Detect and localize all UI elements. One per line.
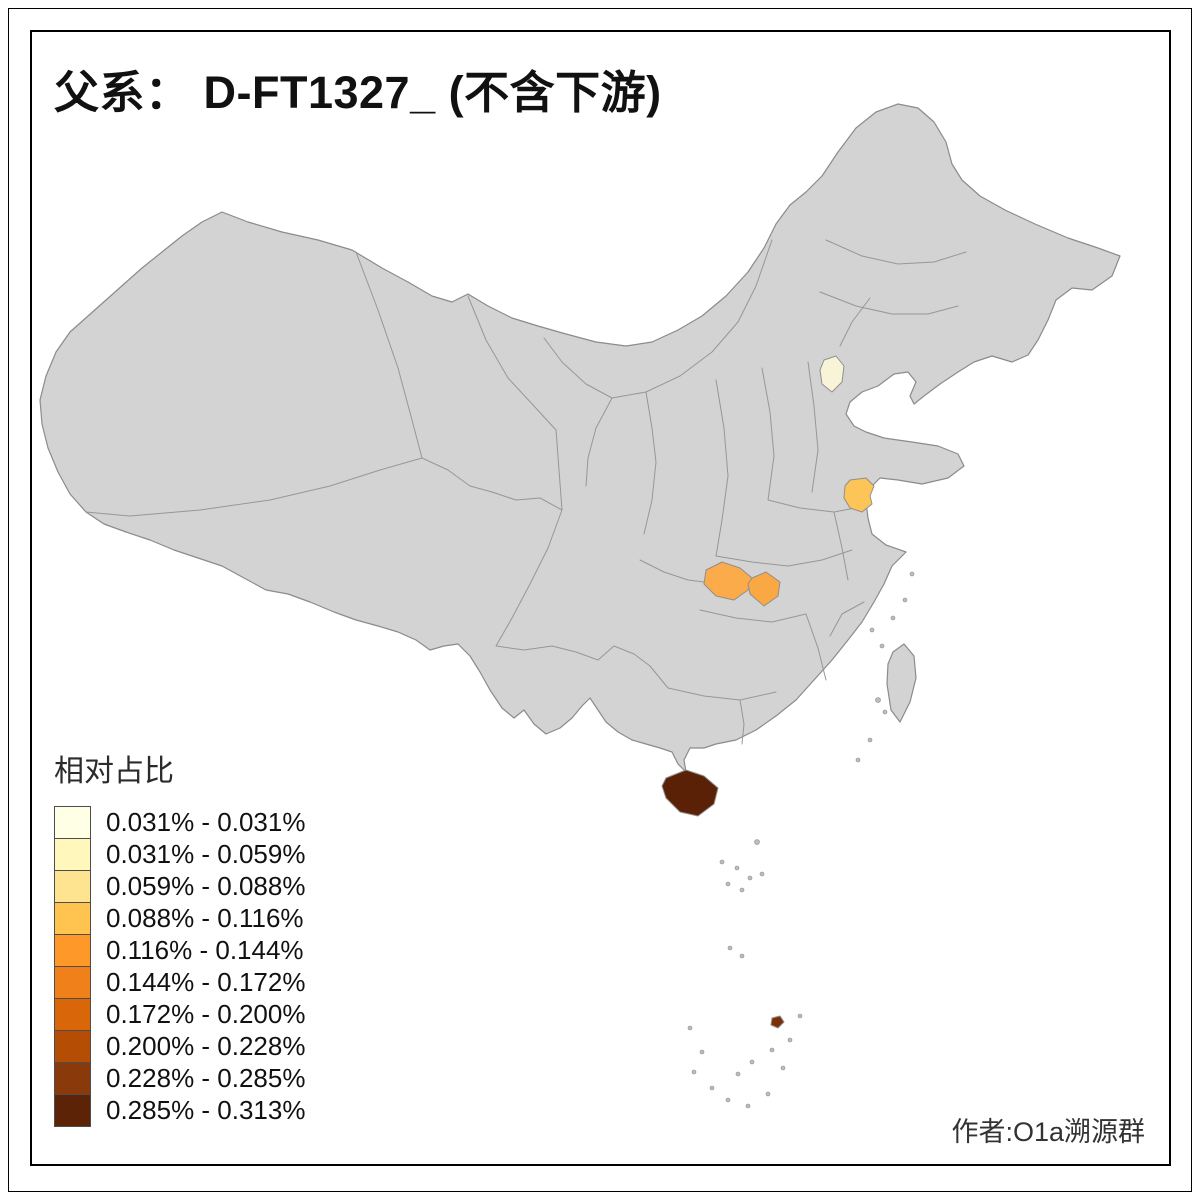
legend-item: 0.144% - 0.172% [54, 966, 305, 999]
attribution-text: 作者:O1a溯源群 [951, 1117, 1145, 1147]
region-central-east [747, 571, 781, 607]
china-mainland-shape [39, 103, 1121, 773]
region-central-west [703, 561, 753, 601]
taiwan-island-shape [886, 643, 917, 723]
legend-color-swatch [54, 870, 91, 903]
region-hainan-island [661, 769, 719, 817]
legend-title: 相对占比 [54, 755, 174, 788]
legend-item: 0.172% - 0.200% [54, 998, 305, 1031]
legend-color-swatch [54, 966, 91, 999]
region-beijing-area [819, 355, 845, 393]
region-jiangsu-area [843, 477, 875, 513]
legend-color-swatch [54, 998, 91, 1031]
legend-item-label: 0.116% - 0.144% [106, 935, 304, 965]
sea-islets [687, 571, 915, 1109]
legend-color-swatch [54, 806, 91, 839]
legend-item: 0.059% - 0.088% [54, 870, 305, 903]
legend-item-label: 0.200% - 0.228% [106, 1031, 306, 1061]
legend-item-label: 0.059% - 0.088% [106, 871, 306, 901]
legend-item: 0.285% - 0.313% [54, 1094, 305, 1127]
legend-item-label: 0.172% - 0.200% [106, 999, 306, 1029]
legend-item-label: 0.285% - 0.313% [106, 1095, 306, 1125]
province-borders [85, 239, 967, 745]
page-title: 父系： D-FT1327_ (不含下游) [54, 67, 662, 118]
legend-color-swatch [54, 1094, 91, 1127]
legend-item-label: 0.031% - 0.031% [106, 807, 306, 837]
legend-color-swatch [54, 1062, 91, 1095]
legend-color-swatch [54, 934, 91, 967]
legend-item: 0.116% - 0.144% [54, 934, 305, 967]
legend-item-label: 0.031% - 0.059% [106, 839, 306, 869]
legend-color-swatch [54, 1030, 91, 1063]
legend-item: 0.031% - 0.059% [54, 838, 305, 871]
region-south-sea-islet [770, 1015, 785, 1029]
legend: 相对占比 0.031% - 0.031% 0.031% - 0.059% 0.0… [54, 746, 305, 1127]
legend-color-swatch [54, 902, 91, 935]
legend-item: 0.088% - 0.116% [54, 902, 305, 935]
legend-item-label: 0.144% - 0.172% [106, 967, 306, 997]
legend-color-swatch [54, 838, 91, 871]
legend-item: 0.031% - 0.031% [54, 806, 305, 839]
legend-item: 0.200% - 0.228% [54, 1030, 305, 1063]
legend-item: 0.228% - 0.285% [54, 1062, 305, 1095]
legend-item-label: 0.228% - 0.285% [106, 1063, 306, 1093]
legend-item-label: 0.088% - 0.116% [106, 903, 304, 933]
